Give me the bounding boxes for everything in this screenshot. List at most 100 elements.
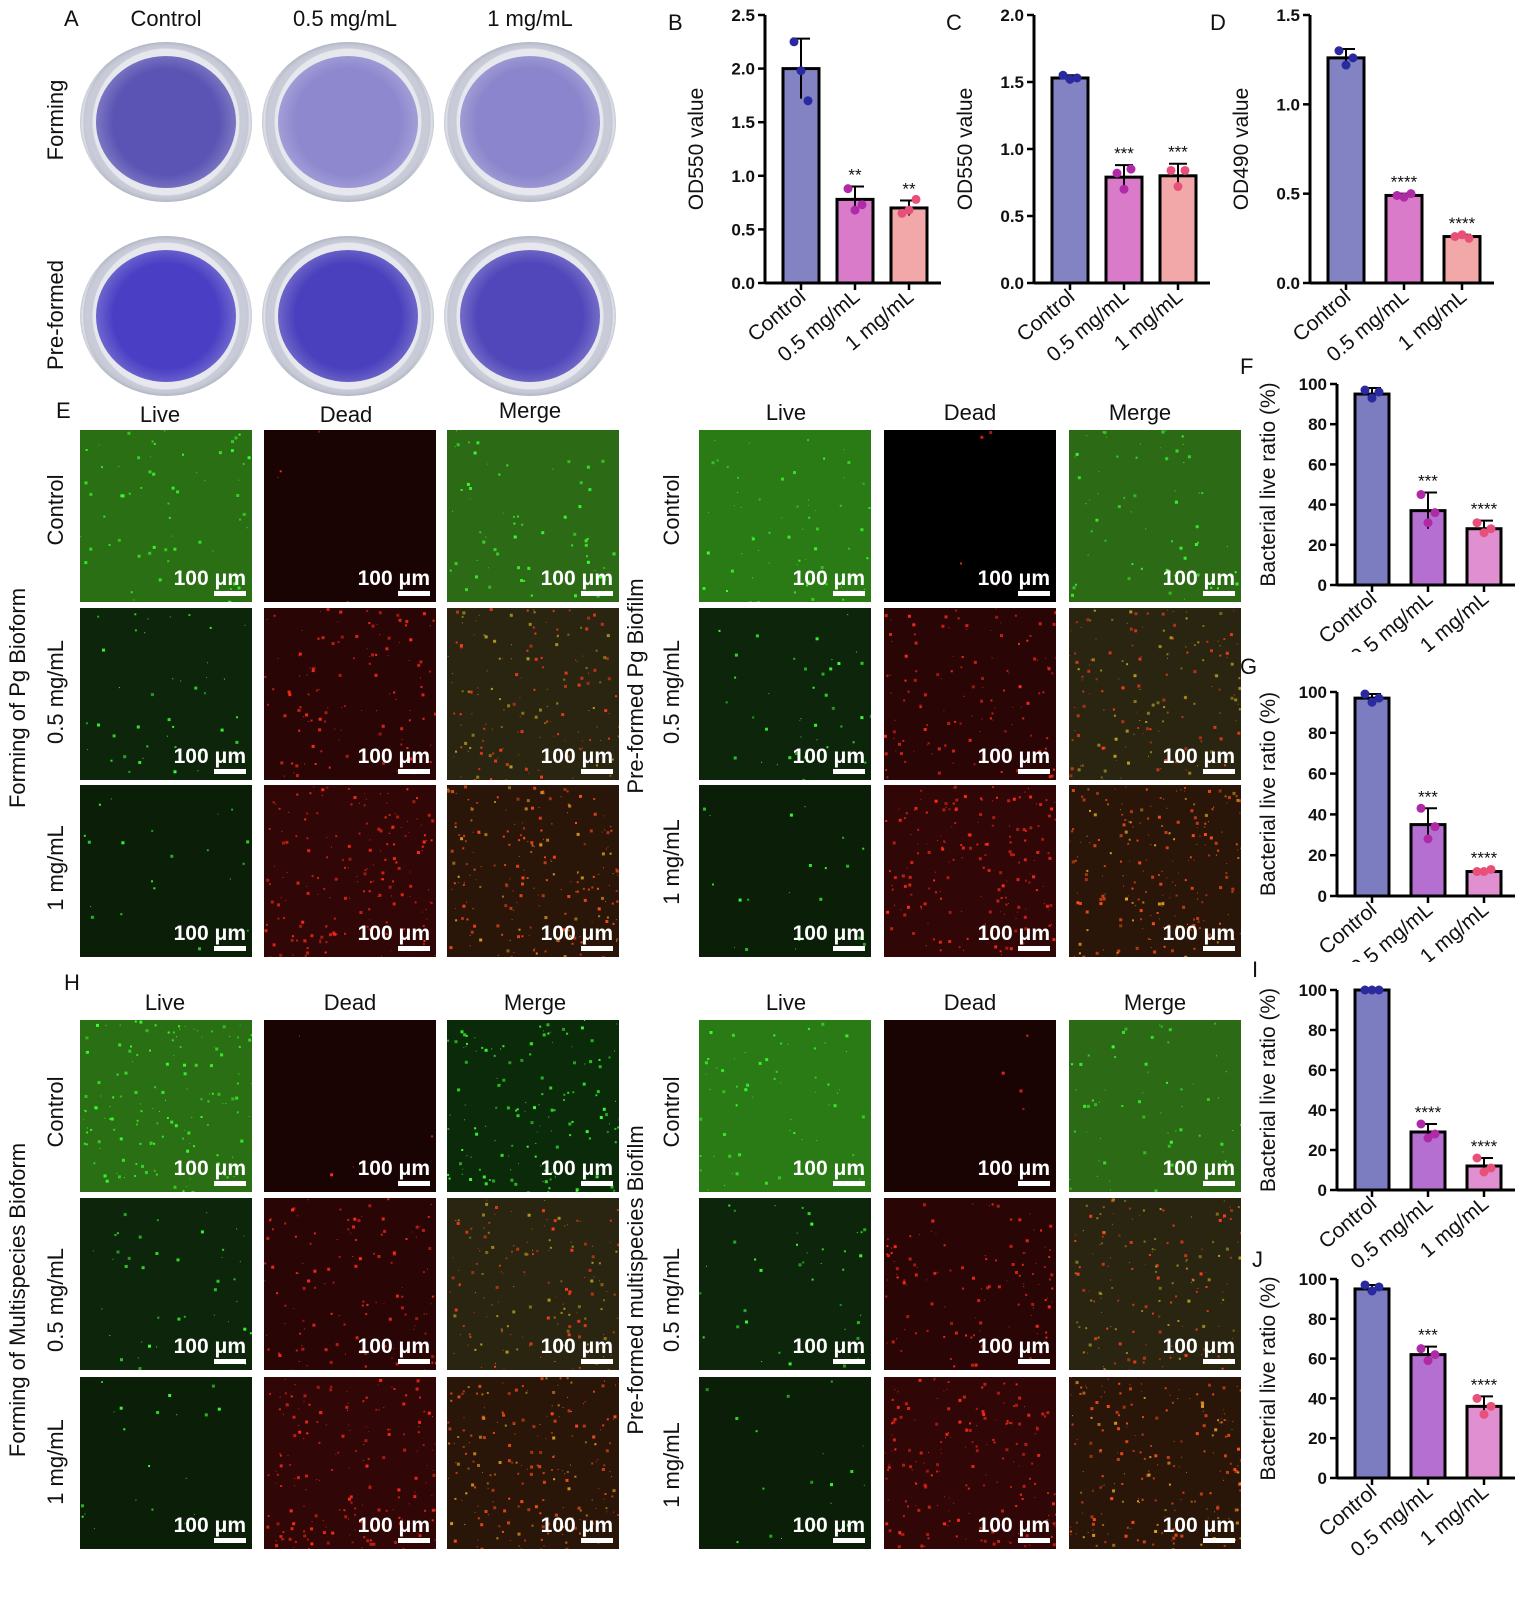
scale-bar-line [1018, 946, 1050, 951]
scale-bar-line [581, 591, 613, 596]
col-head-control: Control [110, 6, 222, 32]
scale-bar-label: 100 μm [793, 1158, 865, 1179]
scale-bar-label: 100 μm [174, 1515, 246, 1536]
data-point [1487, 1402, 1496, 1411]
e-left-merge: Merge [480, 398, 580, 424]
row-label-preformed: Pre-formed [43, 260, 69, 370]
data-point [1424, 518, 1433, 527]
y-axis-label: Bacterial live ratio (%) [1257, 988, 1280, 1192]
y-tick-label: 1.5 [731, 113, 755, 132]
micrograph-e-right-live-row0: 100 μm [699, 430, 871, 602]
bar-1 [1386, 195, 1422, 283]
significance-label: **** [1449, 214, 1476, 233]
scale-bar: 100 μm [358, 1158, 430, 1186]
scale-bar-label: 100 μm [174, 923, 246, 944]
scale-bar-label: 100 μm [1163, 923, 1235, 944]
y-tick-label: 0 [1318, 1181, 1327, 1200]
h-left-live: Live [115, 990, 215, 1016]
scale-bar-label: 100 μm [793, 568, 865, 589]
data-point [1431, 508, 1440, 517]
data-point [1342, 61, 1351, 70]
micrograph-h-right-live-row2: 100 μm [699, 1377, 871, 1549]
micrograph-e-left-merge-row2: 100 μm [447, 785, 619, 957]
micrograph-e-left-merge-row0: 100 μm [447, 430, 619, 602]
panel-letter: I [1252, 957, 1258, 982]
data-point [1120, 185, 1129, 194]
y-tick-label: 0.5 [731, 220, 755, 239]
significance-label: **** [1471, 1375, 1498, 1394]
y-tick-label: 60 [1308, 455, 1327, 474]
scale-bar: 100 μm [793, 923, 865, 951]
data-point [844, 184, 853, 193]
micrograph-e-right-live-row2: 100 μm [699, 785, 871, 957]
data-point [1174, 182, 1183, 191]
scale-bar-label: 100 μm [358, 1158, 430, 1179]
scale-bar: 100 μm [174, 923, 246, 951]
scale-bar-line [833, 1181, 865, 1186]
scale-bar-label: 100 μm [541, 923, 613, 944]
data-point [1181, 166, 1190, 175]
y-tick-label: 80 [1308, 724, 1327, 743]
scale-bar-label: 100 μm [1163, 568, 1235, 589]
micrograph-e-right-dead-row2: 100 μm [884, 785, 1056, 957]
scale-bar-line [214, 1359, 246, 1364]
y-axis-label: Bacterial live ratio (%) [1257, 382, 1280, 586]
scale-bar-line [398, 1181, 430, 1186]
scale-bar-label: 100 μm [358, 923, 430, 944]
scale-bar-line [1018, 591, 1050, 596]
scale-bar-label: 100 μm [978, 1336, 1050, 1357]
scale-bar-line [214, 946, 246, 951]
y-tick-label: 100 [1299, 981, 1327, 1000]
y-tick-label: 20 [1308, 1429, 1327, 1448]
micrograph-e-right-merge-row0: 100 μm [1069, 430, 1241, 602]
scale-bar-line [1203, 1181, 1235, 1186]
scale-bar: 100 μm [358, 923, 430, 951]
scale-bar-line [398, 769, 430, 774]
y-tick-label: 20 [1308, 536, 1327, 555]
data-point [1473, 1394, 1482, 1403]
micrograph-h-right-dead-row1: 100 μm [884, 1198, 1056, 1370]
data-point [905, 206, 914, 215]
data-point [1480, 1410, 1489, 1419]
scale-bar-line [833, 1538, 865, 1543]
well-dish-preformed-2 [444, 236, 616, 396]
significance-label: *** [1418, 472, 1438, 491]
y-tick-label: 0.0 [1276, 274, 1300, 293]
micrograph-h-right-merge-row1: 100 μm [1069, 1198, 1241, 1370]
micrograph-e-left-dead-row1: 100 μm [264, 608, 436, 780]
scale-bar: 100 μm [174, 568, 246, 596]
scale-bar-label: 100 μm [793, 746, 865, 767]
data-point [804, 96, 813, 105]
data-point [1465, 234, 1474, 243]
y-axis-label: Bacterial live ratio (%) [1257, 692, 1280, 896]
scale-bar-line [833, 591, 865, 596]
scale-bar-label: 100 μm [1163, 1515, 1235, 1536]
y-tick-label: 80 [1308, 1310, 1327, 1329]
data-point [1424, 834, 1433, 843]
y-tick-label: 60 [1308, 1350, 1327, 1369]
micrograph-h-right-live-row1: 100 μm [699, 1198, 871, 1370]
scale-bar: 100 μm [978, 568, 1050, 596]
micrograph-h-left-dead-row1: 100 μm [264, 1198, 436, 1370]
scale-bar-label: 100 μm [978, 746, 1050, 767]
e-row-05-r: 0.5 mg/mL [659, 640, 685, 744]
y-tick-label: 1.5 [1000, 73, 1024, 92]
scale-bar: 100 μm [978, 923, 1050, 951]
scale-bar: 100 μm [1163, 1515, 1235, 1543]
data-point [1487, 1164, 1496, 1173]
y-tick-label: 0 [1318, 887, 1327, 906]
scale-bar-label: 100 μm [1163, 1336, 1235, 1357]
scale-bar-label: 100 μm [358, 1515, 430, 1536]
micrograph-h-right-dead-row0: 100 μm [884, 1020, 1056, 1192]
scale-bar: 100 μm [1163, 1336, 1235, 1364]
e-left-dead: Dead [296, 402, 396, 428]
e-row-1-l: 1 mg/mL [43, 825, 69, 911]
scale-bar: 100 μm [358, 1515, 430, 1543]
scale-bar-line [1203, 769, 1235, 774]
micrograph-h-left-merge-row2: 100 μm [447, 1377, 619, 1549]
